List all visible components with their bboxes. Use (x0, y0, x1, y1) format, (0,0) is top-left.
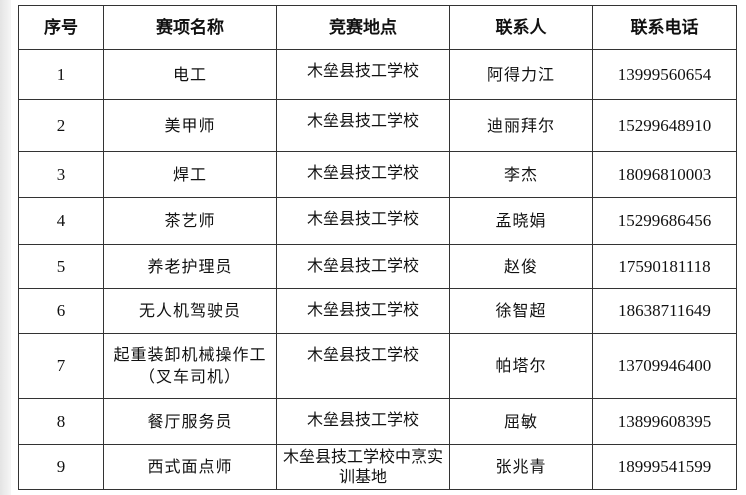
cell-location: 木垒县技工学校 (276, 333, 450, 399)
cell-phone: 15299686456 (592, 197, 737, 245)
cell-location: 木垒县技工学校 (276, 244, 450, 289)
table-row: 4 茶艺师 木垒县技工学校 孟晓娟 15299686456 (18, 197, 737, 245)
cell-no: 4 (18, 197, 104, 245)
cell-contact: 迪丽拜尔 (449, 99, 593, 152)
table-header-row: 序号 赛项名称 竞赛地点 联系人 联系电话 (18, 5, 737, 50)
cell-phone: 18638711649 (592, 288, 737, 334)
cell-no: 2 (18, 99, 104, 152)
cell-no: 8 (18, 398, 104, 445)
cell-event: 美甲师 (103, 99, 277, 152)
cell-no: 3 (18, 151, 104, 198)
table-row: 8 餐厅服务员 木垒县技工学校 屈敏 13899608395 (18, 398, 737, 445)
cell-phone: 17590181118 (592, 244, 737, 289)
cell-contact: 孟晓娟 (449, 197, 593, 245)
cell-contact: 张兆青 (449, 444, 593, 490)
page-edge-shadow (0, 0, 11, 495)
cell-location: 木垒县技工学校 (276, 197, 450, 245)
cell-contact: 徐智超 (449, 288, 593, 334)
cell-event: 茶艺师 (103, 197, 277, 245)
event-contact-table: 序号 赛项名称 竞赛地点 联系人 联系电话 1 电工 木垒县技工学校 阿得力江 1399… (18, 5, 737, 490)
table-row: 3 焊工 木垒县技工学校 李杰 18096810003 (18, 151, 737, 198)
table-row: 1 电工 木垒县技工学校 阿得力江 13999560654 (18, 49, 737, 100)
cell-event: 餐厅服务员 (103, 398, 277, 445)
cell-location: 木垒县技工学校 (276, 288, 450, 334)
cell-contact: 屈敏 (449, 398, 593, 445)
header-phone: 联系电话 (592, 5, 737, 50)
table-row: 2 美甲师 木垒县技工学校 迪丽拜尔 15299648910 (18, 99, 737, 152)
cell-phone: 18999541599 (592, 444, 737, 490)
cell-phone: 13709946400 (592, 333, 737, 399)
table-row: 9 西式面点师 木垒县技工学校中烹实训基地 张兆青 18999541599 (18, 444, 737, 490)
cell-event: 西式面点师 (103, 444, 277, 490)
cell-contact: 帕塔尔 (449, 333, 593, 399)
cell-event: 养老护理员 (103, 244, 277, 289)
header-no: 序号 (18, 5, 104, 50)
header-event: 赛项名称 (103, 5, 277, 50)
cell-no: 1 (18, 49, 104, 100)
cell-location: 木垒县技工学校 (276, 49, 450, 100)
cell-phone: 13899608395 (592, 398, 737, 445)
cell-contact: 阿得力江 (449, 49, 593, 100)
cell-location: 木垒县技工学校 (276, 99, 450, 152)
cell-phone: 13999560654 (592, 49, 737, 100)
cell-location: 木垒县技工学校 (276, 398, 450, 445)
cell-no: 9 (18, 444, 104, 490)
table-row: 6 无人机驾驶员 木垒县技工学校 徐智超 18638711649 (18, 288, 737, 334)
cell-location: 木垒县技工学校中烹实训基地 (276, 444, 450, 490)
header-location: 竞赛地点 (276, 5, 450, 50)
cell-phone: 18096810003 (592, 151, 737, 198)
header-contact: 联系人 (449, 5, 593, 50)
cell-location: 木垒县技工学校 (276, 151, 450, 198)
cell-event: 起重装卸机械操作工（叉车司机） (103, 333, 277, 399)
cell-no: 7 (18, 333, 104, 399)
cell-no: 5 (18, 244, 104, 289)
cell-event: 焊工 (103, 151, 277, 198)
table-row: 5 养老护理员 木垒县技工学校 赵俊 17590181118 (18, 244, 737, 289)
cell-event: 电工 (103, 49, 277, 100)
cell-event: 无人机驾驶员 (103, 288, 277, 334)
cell-phone: 15299648910 (592, 99, 737, 152)
cell-contact: 赵俊 (449, 244, 593, 289)
cell-no: 6 (18, 288, 104, 334)
cell-contact: 李杰 (449, 151, 593, 198)
table-row: 7 起重装卸机械操作工（叉车司机） 木垒县技工学校 帕塔尔 13709946400 (18, 333, 737, 399)
